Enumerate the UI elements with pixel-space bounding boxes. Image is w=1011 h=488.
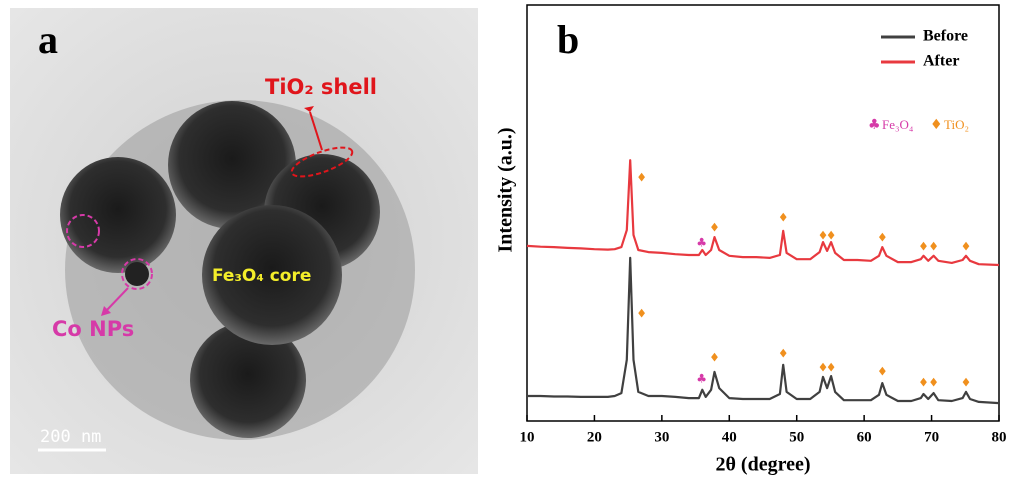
phase-marker: ♣	[696, 371, 707, 385]
legend-label: After	[923, 53, 959, 70]
x-tick-label: 70	[924, 429, 939, 445]
np-marker	[121, 258, 153, 290]
arrow	[309, 111, 323, 151]
x-tick-label: 10	[520, 429, 535, 445]
phase-marker: ♦	[826, 361, 837, 375]
phase-marker: ♦	[877, 230, 888, 244]
series-line	[526, 159, 1000, 267]
sphere	[190, 322, 306, 438]
np-label: Co NPs	[52, 317, 134, 341]
shell-label: TiO₂ shell	[265, 75, 377, 99]
plot-frame	[526, 4, 1000, 422]
tem-image: a TiO₂ shell Co NPs Fe₃O₄ core 200 nm	[10, 8, 478, 474]
x-tick-label: 50	[789, 429, 804, 445]
marker-legend-symbol: ♣	[868, 117, 881, 133]
phase-marker: ♦	[818, 228, 829, 242]
xrd-chart: b 2θ (degree) Intensity (a.u.) 10 20 30 40 5…	[495, 4, 1007, 476]
phase-marker: ♦	[636, 171, 647, 185]
marker-legend-label: TiO₂	[944, 117, 969, 132]
arrow-head	[304, 106, 314, 112]
phase-marker: ♦	[818, 361, 829, 375]
shell-marker	[290, 146, 354, 178]
marker-legend-symbol: ♦	[930, 117, 943, 133]
phase-marker: ♦	[778, 347, 789, 361]
phase-marker: ♦	[961, 240, 972, 254]
marker-legend-label: Fe₃O₄	[882, 117, 914, 132]
phase-marker: ♣	[696, 235, 707, 249]
phase-marker: ♦	[826, 228, 837, 242]
phase-marker: ♦	[709, 220, 720, 234]
x-axis-label: 2θ (degree)	[715, 454, 810, 476]
x-tick-label: 80	[992, 429, 1007, 445]
phase-marker: ♦	[928, 376, 939, 390]
core-label: Fe₃O₄ core	[212, 266, 311, 286]
x-tick-label: 30	[654, 429, 669, 445]
panel-label: a	[38, 17, 58, 62]
panel-label: b	[557, 17, 579, 62]
scale-bar-label: 200 nm	[40, 427, 101, 447]
phase-marker: ♦	[877, 364, 888, 378]
arrow-head	[101, 306, 111, 316]
arrow	[105, 287, 129, 312]
x-tick-label: 20	[587, 429, 602, 445]
phase-marker: ♦	[918, 376, 929, 390]
co-particle	[125, 262, 149, 286]
phase-marker: ♦	[778, 210, 789, 224]
np-marker	[66, 214, 100, 248]
sphere	[202, 205, 342, 345]
y-axis-label: Intensity (a.u.)	[495, 127, 517, 252]
phase-marker: ♦	[709, 351, 720, 365]
phase-marker: ♦	[961, 376, 972, 390]
sphere	[168, 101, 296, 229]
legend-label: Before	[923, 28, 968, 45]
phase-marker: ♦	[928, 240, 939, 254]
x-tick-label: 40	[722, 429, 737, 445]
phase-marker: ♦	[918, 240, 929, 254]
sphere	[60, 157, 176, 273]
series-line	[527, 256, 1000, 405]
phase-marker: ♦	[636, 307, 647, 321]
x-tick-label: 60	[857, 429, 872, 445]
